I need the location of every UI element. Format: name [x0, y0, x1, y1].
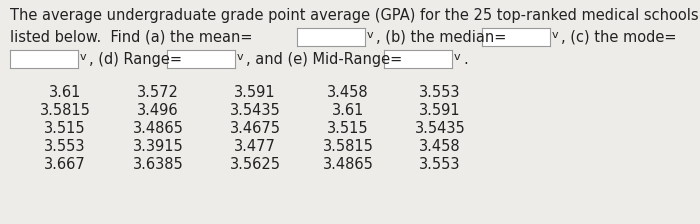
- Text: 3.496: 3.496: [137, 103, 178, 118]
- Text: , (b) the median=: , (b) the median=: [376, 30, 506, 45]
- Text: v: v: [367, 30, 374, 40]
- Text: 3.477: 3.477: [234, 139, 276, 154]
- Text: 3.553: 3.553: [419, 157, 461, 172]
- Text: v: v: [552, 30, 559, 40]
- Text: 3.4675: 3.4675: [230, 121, 281, 136]
- Text: , and (e) Mid-Range=: , and (e) Mid-Range=: [246, 52, 402, 67]
- Text: 3.667: 3.667: [44, 157, 86, 172]
- Text: 3.5625: 3.5625: [230, 157, 281, 172]
- Text: 3.6385: 3.6385: [132, 157, 183, 172]
- Text: , (c) the mode=: , (c) the mode=: [561, 30, 676, 45]
- Text: 3.5435: 3.5435: [414, 121, 466, 136]
- Text: 3.4865: 3.4865: [132, 121, 183, 136]
- Text: 3.61: 3.61: [49, 85, 81, 100]
- Text: .: .: [463, 52, 468, 67]
- Text: The average undergraduate grade point average (GPA) for the 25 top-ranked medica: The average undergraduate grade point av…: [10, 8, 700, 23]
- Text: listed below.  Find (a) the mean=: listed below. Find (a) the mean=: [10, 30, 253, 45]
- Text: 3.4865: 3.4865: [323, 157, 373, 172]
- Text: 3.3915: 3.3915: [132, 139, 183, 154]
- Text: 3.458: 3.458: [419, 139, 461, 154]
- Text: 3.61: 3.61: [332, 103, 364, 118]
- Text: 3.458: 3.458: [327, 85, 369, 100]
- Text: v: v: [454, 52, 461, 62]
- Text: 3.553: 3.553: [44, 139, 85, 154]
- Text: 3.5435: 3.5435: [230, 103, 281, 118]
- Text: 3.591: 3.591: [419, 103, 461, 118]
- Text: v: v: [237, 52, 244, 62]
- Text: , (d) Range=: , (d) Range=: [89, 52, 182, 67]
- Text: 3.515: 3.515: [44, 121, 86, 136]
- Text: v: v: [80, 52, 87, 62]
- Text: 3.515: 3.515: [327, 121, 369, 136]
- Text: 3.5815: 3.5815: [323, 139, 373, 154]
- Text: 3.553: 3.553: [419, 85, 461, 100]
- Text: 3.572: 3.572: [137, 85, 179, 100]
- Text: 3.5815: 3.5815: [40, 103, 90, 118]
- Text: 3.591: 3.591: [234, 85, 276, 100]
